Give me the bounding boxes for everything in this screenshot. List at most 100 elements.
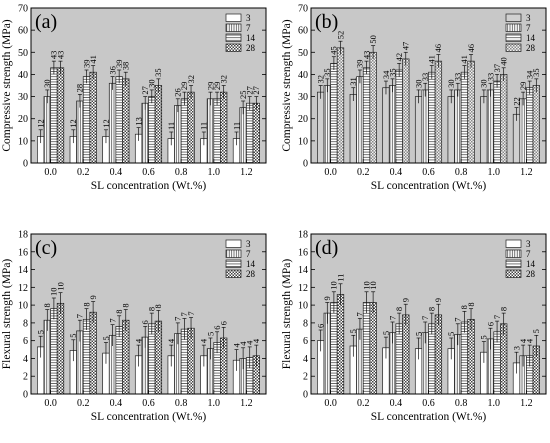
bar-0.2-series-28	[369, 51, 377, 164]
data-label: 52	[335, 31, 345, 40]
y-tick-label: 50	[18, 48, 28, 59]
legend-entry: 28	[526, 43, 536, 53]
data-label: 7	[179, 312, 189, 316]
data-label: 7	[75, 314, 85, 318]
bar-1.0-series-7	[486, 89, 495, 164]
data-label: 34	[381, 70, 391, 79]
data-label: 32	[315, 75, 325, 84]
bar-0.0-series-7	[43, 96, 51, 164]
x-tick-label: 0.2	[357, 167, 370, 178]
data-label: 43	[55, 51, 65, 60]
x-tick-label: 0.2	[77, 167, 90, 178]
legend-swatch	[225, 43, 242, 52]
legend-swatch	[225, 239, 242, 248]
data-label: 8	[466, 302, 476, 306]
legend-swatch	[505, 33, 522, 42]
legend-swatch	[225, 249, 242, 258]
data-label: 8	[147, 307, 157, 311]
y-tick-label: 12	[298, 283, 308, 294]
x-tick-label: 0.4	[110, 398, 123, 409]
data-label: 10	[368, 281, 378, 290]
legend-swatch	[505, 239, 522, 248]
x-tick-label: 0.8	[175, 167, 188, 178]
data-label: 33	[453, 73, 463, 82]
y-tick-label: 60	[298, 26, 308, 37]
legend-swatch	[225, 23, 242, 32]
y-tick-label: 0	[303, 390, 308, 401]
data-label: 37	[492, 64, 502, 73]
data-label: 46	[466, 44, 476, 53]
bar-0.2-series-7	[76, 100, 84, 164]
data-label: 12	[68, 119, 78, 128]
x-axis-title: SL concentration (Wt.%)	[91, 180, 207, 192]
bar-1.0-series-28	[220, 91, 228, 164]
data-label: 10	[361, 281, 371, 290]
legend-entry: 14	[526, 33, 536, 43]
bar-0.4-series-3	[382, 87, 390, 164]
y-tick-label: 0	[23, 390, 28, 401]
legend-entry: 3	[526, 239, 531, 249]
data-label: 38	[121, 62, 131, 71]
data-label: 8	[121, 303, 131, 307]
y-tick-label: 40	[298, 70, 308, 81]
data-label: 6	[218, 321, 228, 325]
y-tick-label: 4	[303, 354, 308, 365]
legend-swatch	[505, 259, 522, 268]
bar-0.0-series-7	[323, 85, 331, 164]
x-tick-label: 0.8	[455, 398, 468, 409]
data-label: 8	[81, 302, 91, 306]
data-label: 31	[348, 77, 358, 86]
data-label: 35	[153, 68, 163, 77]
data-label: 27	[251, 86, 261, 95]
y-tick-label: 16	[18, 247, 28, 258]
legend-swatch	[225, 269, 242, 278]
data-label: 8	[153, 304, 163, 308]
data-label: 7	[186, 311, 196, 315]
data-label: 30	[446, 79, 456, 88]
data-label: 26	[173, 88, 183, 97]
x-axis-title: SL concentration (Wt.%)	[91, 411, 207, 423]
data-label: 9	[433, 298, 443, 302]
data-label: 10	[55, 282, 65, 291]
y-axis-title: Compressive strength (MPa)	[1, 19, 13, 151]
data-label: 8	[427, 307, 437, 311]
x-tick-label: 0.8	[455, 167, 468, 178]
y-axis-title: Compressive strength (MPa)	[281, 19, 293, 151]
bar-0.8-series-28	[467, 318, 475, 395]
data-label: 30	[479, 79, 489, 88]
y-tick-label: 2	[303, 372, 308, 383]
legend-entry: 14	[246, 33, 256, 43]
data-label: 11	[199, 122, 209, 130]
data-label: 9	[88, 295, 98, 299]
bar-0.2-series-14	[362, 67, 371, 164]
legend-swatch	[225, 259, 242, 268]
bar-0.4-series-14	[395, 69, 403, 164]
data-label: 39	[355, 60, 365, 69]
legend-swatch	[505, 269, 522, 278]
data-label: 10	[49, 288, 59, 297]
x-tick-label: 1.0	[208, 167, 221, 178]
data-label: 41	[459, 55, 469, 64]
bar-0.6-series-14	[428, 71, 436, 164]
bar-0.0-series-28	[336, 47, 345, 164]
bar-1.2-series-14	[246, 102, 254, 164]
data-label: 4	[245, 340, 255, 345]
data-label: 6	[140, 320, 150, 324]
x-tick-label: 0.2	[357, 398, 370, 409]
bar-0.0-series-7	[323, 312, 331, 395]
data-label: 29	[179, 82, 189, 91]
bar-0.2-series-14	[362, 302, 371, 395]
y-tick-label: 30	[18, 92, 28, 103]
data-label: 30	[413, 79, 423, 88]
legend-swatch	[505, 249, 522, 258]
data-label: 4	[199, 338, 209, 343]
x-axis-title: SL concentration (Wt.%)	[371, 411, 487, 423]
data-label: 11	[335, 274, 345, 282]
data-label: 36	[107, 66, 117, 75]
y-tick-label: 10	[298, 136, 308, 147]
data-label: 34	[525, 70, 535, 79]
y-tick-label: 10	[18, 301, 28, 312]
data-label: 45	[329, 46, 339, 55]
